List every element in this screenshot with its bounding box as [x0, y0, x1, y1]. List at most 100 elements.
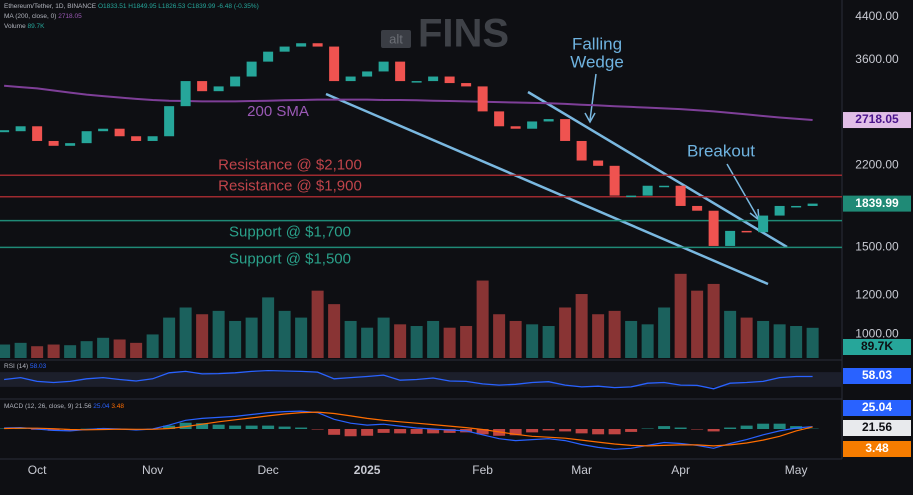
macd-histogram-bar [592, 429, 605, 435]
sma-badge-text: 2718.05 [855, 112, 899, 126]
volume-bar [14, 342, 27, 358]
candle [147, 136, 158, 141]
volume-bar [493, 314, 506, 358]
candle [461, 83, 472, 87]
candle [98, 128, 109, 132]
macd-title: MACD (12, 26, close, 9) [4, 403, 73, 410]
macd-histogram-bar [361, 429, 374, 436]
price-badge [843, 195, 911, 212]
candle [477, 86, 488, 112]
volume-bar [344, 320, 357, 358]
candle [543, 119, 554, 122]
x-tick-label: Apr [671, 463, 690, 477]
candle [576, 140, 587, 161]
volume-bar [130, 342, 143, 358]
wedge-arrow-head [584, 112, 596, 124]
macd-badge-text: 25.04 [862, 400, 892, 414]
candle [411, 81, 422, 83]
macd-histogram-bar [674, 427, 687, 429]
candle [560, 119, 571, 141]
volume-bar [641, 324, 654, 358]
volume-bar [262, 297, 275, 358]
candle [444, 76, 455, 84]
candle [675, 185, 686, 206]
y-tick-label: 1000.00 [855, 326, 899, 340]
candle [659, 185, 670, 188]
macd-histogram-bar [295, 427, 308, 429]
candle [494, 111, 505, 127]
annotation: Breakout [687, 141, 755, 160]
candle [296, 43, 307, 47]
volume-bar [707, 283, 720, 358]
volume-bar [97, 337, 110, 358]
volume-bar [295, 317, 308, 358]
candle [593, 160, 604, 166]
x-tick-label: Dec [257, 463, 278, 477]
ma-title: MA (200, close, 0) [4, 13, 56, 20]
macd-histogram-bar [707, 429, 720, 432]
candle [642, 185, 653, 196]
macd-histogram-bar [410, 429, 423, 434]
candle [48, 140, 59, 146]
macd-histogram-bar [245, 425, 258, 429]
sma-line [4, 84, 813, 121]
volume-bar [724, 310, 737, 358]
macd-histogram-bar [179, 422, 192, 429]
volume-bar [394, 324, 407, 358]
x-tick-label: Feb [472, 463, 493, 477]
candle [725, 230, 736, 246]
candle [362, 71, 373, 77]
x-tick-label: 2025 [354, 463, 381, 477]
volume-bar [526, 324, 539, 358]
macd-histogram-bar [278, 426, 291, 429]
candle [15, 126, 26, 132]
volume-bar [790, 326, 803, 358]
macd-histogram-bar [394, 429, 407, 434]
macd-histogram-bar [212, 424, 225, 429]
wedge-arrow [589, 73, 597, 121]
y-tick-label: 2200.00 [855, 158, 899, 172]
volume-bar [427, 320, 440, 358]
volume-bar [146, 334, 159, 358]
candle [378, 61, 389, 72]
x-tick-label: May [785, 463, 808, 477]
candle [758, 215, 769, 233]
volume-bar [757, 320, 770, 358]
volume-title: Volume [4, 23, 26, 30]
macd-histogram-bar [196, 423, 209, 429]
macd-histogram-bar [427, 429, 440, 434]
candle [329, 46, 340, 82]
candle [164, 106, 175, 137]
sma-label: 200 SMA [247, 103, 309, 120]
breakout-arrow [726, 163, 759, 219]
macd-histogram-bar [542, 429, 555, 431]
signal-badge-text: 21.56 [862, 420, 892, 434]
volume-bar [410, 326, 423, 358]
histogram-badge [843, 441, 911, 457]
candle [510, 126, 521, 129]
level-label: Support @ $1,500 [229, 250, 351, 267]
annotation: Wedge [570, 52, 624, 71]
rsi-title: RSI (14) [4, 363, 28, 370]
macd-histogram-bar [608, 429, 621, 435]
macd-histogram-bar [443, 429, 456, 433]
volume-bar [559, 307, 572, 358]
macd-value: 25.04 [93, 403, 110, 410]
macd-histogram-bar [724, 427, 737, 429]
volume-bar [740, 317, 753, 358]
volume-bar [245, 317, 258, 358]
x-tick-label: Nov [142, 463, 163, 477]
volume-bar [443, 327, 456, 358]
volume-badge-text: 89.7K [861, 339, 893, 353]
y-tick-label: 3600.00 [855, 52, 899, 66]
header: Ethereum/Tether, 1D, BINANCE O1833.51 H1… [4, 3, 259, 10]
x-tick-label: Mar [571, 463, 592, 477]
volume-bar [625, 320, 638, 358]
candle [692, 205, 703, 211]
candle [741, 230, 752, 233]
sma-badge [843, 112, 911, 129]
candle [395, 61, 406, 82]
candle [213, 86, 224, 92]
candle [791, 205, 802, 208]
